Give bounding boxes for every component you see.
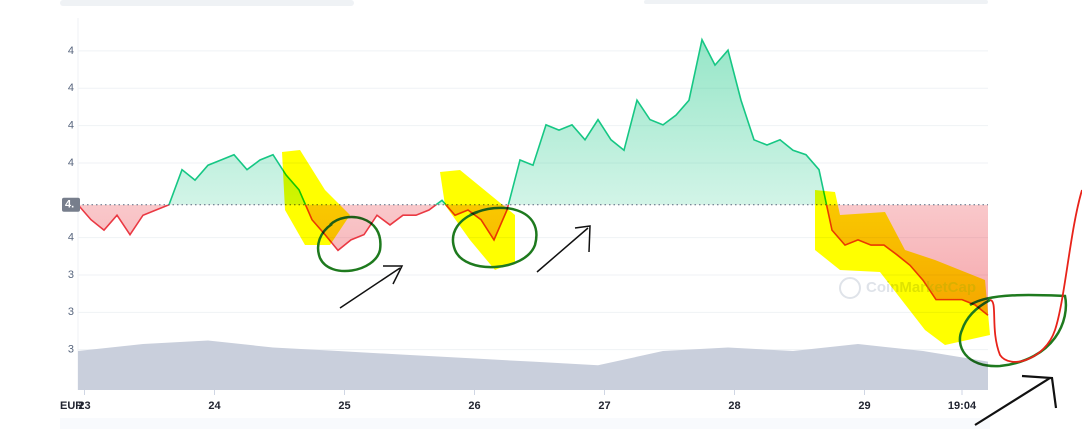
area-fill-up [169, 39, 827, 205]
current-price-box [62, 197, 80, 212]
x-tick-label: 28 [728, 400, 740, 412]
x-tick-label: 29 [858, 400, 870, 412]
x-tick-label: 24 [208, 400, 221, 412]
x-tick-label: 26 [468, 400, 480, 412]
y-tick-label: 4 [68, 157, 74, 169]
watermark-text: CoinMarketCap [866, 279, 976, 296]
x-tick-label: 27 [598, 400, 610, 412]
y-tick-label: 4 [68, 82, 74, 94]
current-price-label: 4. [65, 199, 74, 211]
y-tick-label: 3 [68, 306, 74, 318]
y-tick-label: 4 [68, 45, 74, 57]
toolbar-tab[interactable] [60, 0, 354, 6]
x-tick-label: 23 [78, 400, 90, 412]
volume-area [78, 340, 988, 390]
watermark: CoinMarketCap [839, 277, 976, 299]
footer-strip [60, 418, 990, 429]
toolbar-tab[interactable] [644, 0, 988, 4]
y-tick-label: 4 [68, 120, 74, 132]
y-tick-label: 3 [68, 344, 74, 356]
price-line-up [78, 37, 828, 205]
watermark-logo [839, 277, 861, 299]
y-tick-label: 3 [68, 269, 74, 281]
currency-label: EUR [60, 400, 83, 412]
y-tick-label: 4 [68, 232, 74, 244]
x-tick-label: 25 [338, 400, 350, 412]
x-tick-label: 19:04 [948, 400, 977, 412]
